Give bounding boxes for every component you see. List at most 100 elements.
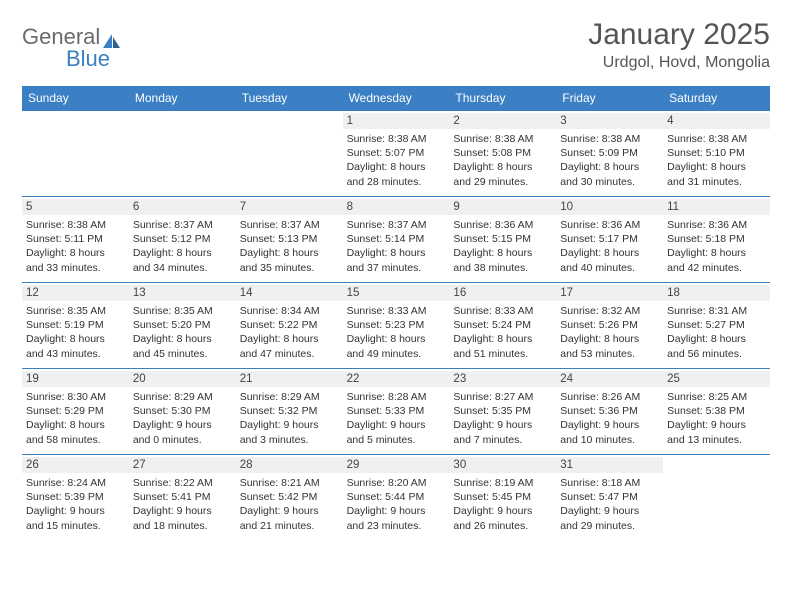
day-number: 17 — [556, 285, 663, 301]
day-number: 13 — [129, 285, 236, 301]
sun-info: Sunrise: 8:22 AMSunset: 5:41 PMDaylight:… — [133, 476, 232, 533]
day-number: 30 — [449, 457, 556, 473]
day-number: 22 — [343, 371, 450, 387]
sun-info: Sunrise: 8:38 AMSunset: 5:11 PMDaylight:… — [26, 218, 125, 275]
sun-info: Sunrise: 8:24 AMSunset: 5:39 PMDaylight:… — [26, 476, 125, 533]
day-cell: 1Sunrise: 8:38 AMSunset: 5:07 PMDaylight… — [343, 110, 450, 196]
day-cell: 30 Sunrise: 8:19 AMSunset: 5:45 PMDayligh… — [449, 454, 556, 540]
day-cell: 8 Sunrise: 8:37 AMSunset: 5:14 PMDaylight… — [343, 196, 450, 282]
sun-info: Sunrise: 8:37 AMSunset: 5:14 PMDaylight:… — [347, 218, 446, 275]
empty-cell — [129, 110, 236, 196]
day-cell: 24 Sunrise: 8:26 AMSunset: 5:36 PMDayligh… — [556, 368, 663, 454]
sun-info: Sunrise: 8:37 AMSunset: 5:13 PMDaylight:… — [240, 218, 339, 275]
weekday-header: Friday — [556, 86, 663, 110]
day-cell: 13 Sunrise: 8:35 AMSunset: 5:20 PMDayligh… — [129, 282, 236, 368]
sun-info: Sunrise: 8:33 AMSunset: 5:24 PMDaylight:… — [453, 304, 552, 361]
day-number: 12 — [22, 285, 129, 301]
day-number: 7 — [236, 199, 343, 215]
sun-info: Sunrise: 8:35 AMSunset: 5:19 PMDaylight:… — [26, 304, 125, 361]
weekday-header: Wednesday — [343, 86, 450, 110]
day-cell: 31 Sunrise: 8:18 AMSunset: 5:47 PMDayligh… — [556, 454, 663, 540]
sun-info: Sunrise: 8:20 AMSunset: 5:44 PMDaylight:… — [347, 476, 446, 533]
empty-cell — [663, 454, 770, 540]
day-number: 18 — [663, 285, 770, 301]
day-cell: 27 Sunrise: 8:22 AMSunset: 5:41 PMDayligh… — [129, 454, 236, 540]
day-cell: 5 Sunrise: 8:38 AMSunset: 5:11 PMDaylight… — [22, 196, 129, 282]
sun-info: Sunrise: 8:35 AMSunset: 5:20 PMDaylight:… — [133, 304, 232, 361]
day-cell: 26 Sunrise: 8:24 AMSunset: 5:39 PMDayligh… — [22, 454, 129, 540]
sun-info: Sunrise: 8:31 AMSunset: 5:27 PMDaylight:… — [667, 304, 766, 361]
day-number: 24 — [556, 371, 663, 387]
day-cell: 19Sunrise: 8:30 AMSunset: 5:29 PMDayligh… — [22, 368, 129, 454]
day-number: 10 — [556, 199, 663, 215]
sun-info: Sunrise: 8:29 AMSunset: 5:32 PMDaylight:… — [240, 390, 339, 447]
logo: GeneralBlue — [22, 18, 122, 72]
day-number: 21 — [236, 371, 343, 387]
weekday-header: Sunday — [22, 86, 129, 110]
sun-info: Sunrise: 8:28 AMSunset: 5:33 PMDaylight:… — [347, 390, 446, 447]
day-number: 29 — [343, 457, 450, 473]
day-cell: 6Sunrise: 8:37 AMSunset: 5:12 PMDaylight… — [129, 196, 236, 282]
day-number: 4 — [663, 113, 770, 129]
sun-info: Sunrise: 8:33 AMSunset: 5:23 PMDaylight:… — [347, 304, 446, 361]
day-number: 2 — [449, 113, 556, 129]
day-number: 14 — [236, 285, 343, 301]
weekday-header: Thursday — [449, 86, 556, 110]
day-cell: 16 Sunrise: 8:33 AMSunset: 5:24 PMDayligh… — [449, 282, 556, 368]
empty-cell — [22, 110, 129, 196]
sun-info: Sunrise: 8:29 AMSunset: 5:30 PMDaylight:… — [133, 390, 232, 447]
day-number: 1 — [343, 113, 450, 129]
day-number: 25 — [663, 371, 770, 387]
sun-info: Sunrise: 8:38 AMSunset: 5:08 PMDaylight:… — [453, 132, 552, 189]
day-number: 5 — [22, 199, 129, 215]
day-number: 26 — [22, 457, 129, 473]
day-cell: 23 Sunrise: 8:27 AMSunset: 5:35 PMDayligh… — [449, 368, 556, 454]
day-number: 23 — [449, 371, 556, 387]
day-number: 28 — [236, 457, 343, 473]
title-block: January 2025 Urdgol, Hovd, Mongolia — [588, 18, 770, 72]
sun-info: Sunrise: 8:36 AMSunset: 5:15 PMDaylight:… — [453, 218, 552, 275]
sun-info: Sunrise: 8:25 AMSunset: 5:38 PMDaylight:… — [667, 390, 766, 447]
month-title: January 2025 — [588, 18, 770, 52]
sun-info: Sunrise: 8:34 AMSunset: 5:22 PMDaylight:… — [240, 304, 339, 361]
day-cell: 7 Sunrise: 8:37 AMSunset: 5:13 PMDaylight… — [236, 196, 343, 282]
day-cell: 11 Sunrise: 8:36 AMSunset: 5:18 PMDayligh… — [663, 196, 770, 282]
calendar-grid: SundayMondayTuesdayWednesdayThursdayFrid… — [22, 86, 770, 540]
location: Urdgol, Hovd, Mongolia — [588, 54, 770, 72]
day-number: 19 — [22, 371, 129, 387]
sun-info: Sunrise: 8:27 AMSunset: 5:35 PMDaylight:… — [453, 390, 552, 447]
day-number: 8 — [343, 199, 450, 215]
day-number: 31 — [556, 457, 663, 473]
day-cell: 29 Sunrise: 8:20 AMSunset: 5:44 PMDayligh… — [343, 454, 450, 540]
day-cell: 9Sunrise: 8:36 AMSunset: 5:15 PMDaylight… — [449, 196, 556, 282]
day-cell: 15 Sunrise: 8:33 AMSunset: 5:23 PMDayligh… — [343, 282, 450, 368]
day-cell: 12 Sunrise: 8:35 AMSunset: 5:19 PMDayligh… — [22, 282, 129, 368]
sun-info: Sunrise: 8:32 AMSunset: 5:26 PMDaylight:… — [560, 304, 659, 361]
day-cell: 22 Sunrise: 8:28 AMSunset: 5:33 PMDayligh… — [343, 368, 450, 454]
day-cell: 3 Sunrise: 8:38 AMSunset: 5:09 PMDaylight… — [556, 110, 663, 196]
day-cell: 14 Sunrise: 8:34 AMSunset: 5:22 PMDayligh… — [236, 282, 343, 368]
day-cell: 18 Sunrise: 8:31 AMSunset: 5:27 PMDayligh… — [663, 282, 770, 368]
day-number: 27 — [129, 457, 236, 473]
sun-info: Sunrise: 8:26 AMSunset: 5:36 PMDaylight:… — [560, 390, 659, 447]
day-number: 3 — [556, 113, 663, 129]
day-cell: 10 Sunrise: 8:36 AMSunset: 5:17 PMDayligh… — [556, 196, 663, 282]
sun-info: Sunrise: 8:21 AMSunset: 5:42 PMDaylight:… — [240, 476, 339, 533]
weekday-header: Monday — [129, 86, 236, 110]
day-cell: 4 Sunrise: 8:38 AMSunset: 5:10 PMDaylight… — [663, 110, 770, 196]
day-cell: 28 Sunrise: 8:21 AMSunset: 5:42 PMDayligh… — [236, 454, 343, 540]
sun-info: Sunrise: 8:38 AMSunset: 5:10 PMDaylight:… — [667, 132, 766, 189]
day-number: 15 — [343, 285, 450, 301]
day-cell: 20Sunrise: 8:29 AMSunset: 5:30 PMDayligh… — [129, 368, 236, 454]
day-cell: 21 Sunrise: 8:29 AMSunset: 5:32 PMDayligh… — [236, 368, 343, 454]
sun-info: Sunrise: 8:18 AMSunset: 5:47 PMDaylight:… — [560, 476, 659, 533]
weekday-header: Saturday — [663, 86, 770, 110]
sun-info: Sunrise: 8:36 AMSunset: 5:17 PMDaylight:… — [560, 218, 659, 275]
sun-info: Sunrise: 8:36 AMSunset: 5:18 PMDaylight:… — [667, 218, 766, 275]
sun-info: Sunrise: 8:38 AMSunset: 5:09 PMDaylight:… — [560, 132, 659, 189]
day-number: 11 — [663, 199, 770, 215]
sun-info: Sunrise: 8:19 AMSunset: 5:45 PMDaylight:… — [453, 476, 552, 533]
day-number: 16 — [449, 285, 556, 301]
sun-info: Sunrise: 8:37 AMSunset: 5:12 PMDaylight:… — [133, 218, 232, 275]
day-cell: 2 Sunrise: 8:38 AMSunset: 5:08 PMDaylight… — [449, 110, 556, 196]
